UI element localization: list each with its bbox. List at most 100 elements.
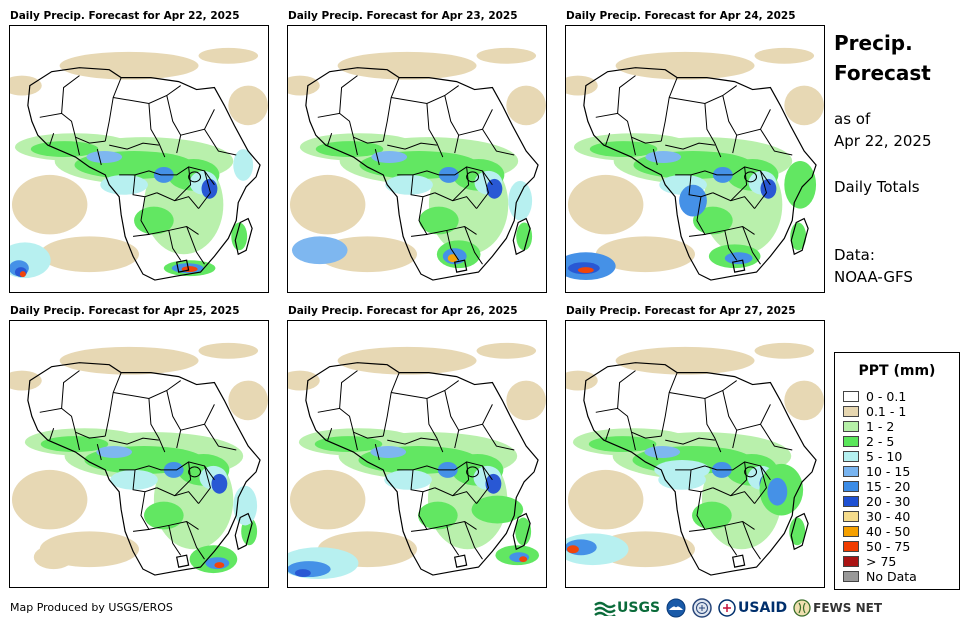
usaid-logo: USAID bbox=[718, 599, 787, 617]
country-boundaries bbox=[305, 67, 539, 281]
legend-item: 40 - 50 bbox=[843, 524, 910, 539]
precip-area bbox=[589, 141, 658, 158]
country-border bbox=[119, 166, 215, 186]
as-of-label: as of bbox=[834, 110, 871, 128]
precip-area bbox=[233, 149, 254, 181]
country-border bbox=[704, 520, 755, 530]
precip-field bbox=[566, 47, 824, 281]
precip-area bbox=[724, 252, 753, 265]
map-panel-4 bbox=[9, 320, 269, 588]
country-border bbox=[113, 85, 181, 104]
precip-area bbox=[314, 436, 383, 453]
country-border bbox=[168, 525, 182, 556]
country-border bbox=[353, 137, 358, 156]
country-border bbox=[156, 192, 199, 209]
country-border bbox=[675, 461, 771, 481]
precip-area bbox=[506, 85, 546, 126]
precip-area bbox=[86, 151, 123, 163]
legend-item: > 75 bbox=[843, 554, 896, 569]
map-panel-2 bbox=[287, 25, 547, 293]
country-border bbox=[204, 128, 237, 156]
data-source: NOAA-GFS bbox=[834, 268, 913, 286]
country-border bbox=[410, 196, 428, 237]
legend-item: 2 - 5 bbox=[843, 434, 894, 449]
country-border bbox=[168, 230, 182, 261]
precip-area bbox=[506, 380, 546, 421]
country-border bbox=[109, 142, 159, 150]
country-border bbox=[148, 520, 199, 530]
legend-swatch bbox=[843, 526, 859, 537]
precip-area bbox=[370, 446, 407, 458]
coastline bbox=[305, 67, 539, 281]
legend-swatch bbox=[843, 511, 859, 522]
panel-title-1: Daily Precip. Forecast for Apr 22, 2025 bbox=[10, 10, 240, 22]
country-border bbox=[434, 487, 477, 504]
legend-item: 5 - 10 bbox=[843, 449, 902, 464]
country-border bbox=[712, 487, 755, 504]
precip-area bbox=[784, 85, 824, 126]
country-border bbox=[617, 370, 636, 409]
precip-area bbox=[615, 346, 755, 375]
lake-victoria bbox=[188, 171, 202, 183]
precip-field bbox=[10, 47, 268, 279]
precip-area bbox=[784, 380, 824, 421]
coastline bbox=[234, 217, 253, 256]
precip-area bbox=[384, 469, 432, 490]
legend-item: 30 - 40 bbox=[843, 509, 910, 524]
country-border bbox=[482, 423, 515, 451]
precip-area bbox=[789, 517, 806, 546]
precip-area bbox=[198, 342, 259, 359]
country-border bbox=[61, 75, 80, 114]
country-border bbox=[742, 226, 761, 265]
lake-victoria bbox=[188, 466, 202, 478]
usgs-text: USGS bbox=[617, 600, 661, 616]
panel-title-3: Daily Precip. Forecast for Apr 24, 2025 bbox=[566, 10, 796, 22]
country-border bbox=[595, 407, 662, 439]
country-border bbox=[119, 461, 215, 481]
precip-area bbox=[10, 75, 42, 96]
state-seal-logo bbox=[692, 598, 712, 618]
legend-label: 2 - 5 bbox=[866, 434, 895, 449]
country-border bbox=[688, 196, 706, 237]
country-border bbox=[476, 170, 489, 209]
precip-area bbox=[577, 267, 594, 274]
coastline bbox=[790, 217, 809, 256]
lake-victoria bbox=[466, 466, 480, 478]
legend-label: 30 - 40 bbox=[866, 509, 911, 524]
precip-area bbox=[588, 436, 657, 453]
country-border bbox=[180, 109, 215, 136]
country-border bbox=[109, 437, 159, 445]
country-border bbox=[104, 372, 122, 437]
coastline bbox=[305, 362, 539, 576]
legend-item: No Data bbox=[843, 569, 917, 584]
country-border bbox=[186, 226, 205, 265]
country-border bbox=[464, 226, 483, 265]
coastline bbox=[583, 67, 817, 281]
country-border bbox=[704, 225, 755, 235]
country-border bbox=[675, 166, 771, 186]
precip-area bbox=[566, 75, 598, 96]
precip-area bbox=[11, 469, 88, 530]
precip-area bbox=[291, 236, 348, 265]
precip-area bbox=[40, 436, 109, 453]
map-panel-5 bbox=[287, 320, 547, 588]
fews-globe-icon bbox=[793, 599, 811, 617]
usgs-logo: USGS bbox=[594, 600, 660, 616]
legend-label: No Data bbox=[866, 569, 917, 584]
precip-area bbox=[214, 562, 225, 569]
precip-area bbox=[59, 346, 199, 375]
precip-area bbox=[566, 370, 598, 391]
precip-area bbox=[289, 174, 366, 235]
precip-area bbox=[519, 556, 528, 563]
country-border bbox=[452, 461, 470, 497]
country-border bbox=[410, 491, 428, 532]
country-border bbox=[595, 112, 662, 144]
precip-area bbox=[96, 446, 133, 458]
coastline bbox=[454, 259, 468, 273]
precip-area bbox=[19, 271, 26, 278]
legend-label: 20 - 30 bbox=[866, 494, 911, 509]
country-border bbox=[317, 407, 384, 439]
legend-item: 0.1 - 1 bbox=[843, 404, 906, 419]
legend-swatch bbox=[843, 451, 859, 462]
